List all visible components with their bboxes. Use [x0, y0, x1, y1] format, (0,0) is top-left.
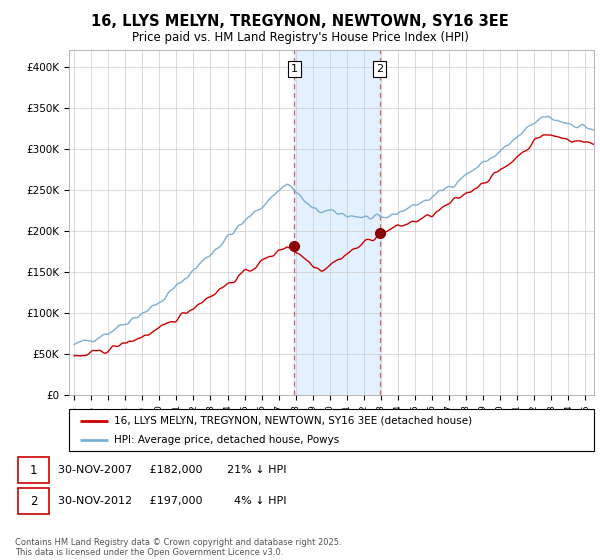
Text: Price paid vs. HM Land Registry's House Price Index (HPI): Price paid vs. HM Land Registry's House … — [131, 31, 469, 44]
Text: 2: 2 — [30, 494, 37, 508]
Text: 16, LLYS MELYN, TREGYNON, NEWTOWN, SY16 3EE: 16, LLYS MELYN, TREGYNON, NEWTOWN, SY16 … — [91, 14, 509, 29]
Text: 30-NOV-2012     £197,000         4% ↓ HPI: 30-NOV-2012 £197,000 4% ↓ HPI — [58, 496, 286, 506]
Bar — [295, 50, 380, 395]
Text: 1: 1 — [291, 64, 298, 74]
Bar — [18, 488, 49, 514]
Text: 1: 1 — [30, 464, 37, 477]
Text: HPI: Average price, detached house, Powys: HPI: Average price, detached house, Powy… — [113, 435, 339, 445]
Text: 16, LLYS MELYN, TREGYNON, NEWTOWN, SY16 3EE (detached house): 16, LLYS MELYN, TREGYNON, NEWTOWN, SY16 … — [113, 416, 472, 426]
Text: 2: 2 — [376, 64, 383, 74]
Text: 30-NOV-2007     £182,000       21% ↓ HPI: 30-NOV-2007 £182,000 21% ↓ HPI — [58, 465, 286, 475]
Bar — [18, 458, 49, 483]
Text: Contains HM Land Registry data © Crown copyright and database right 2025.
This d: Contains HM Land Registry data © Crown c… — [15, 538, 341, 557]
